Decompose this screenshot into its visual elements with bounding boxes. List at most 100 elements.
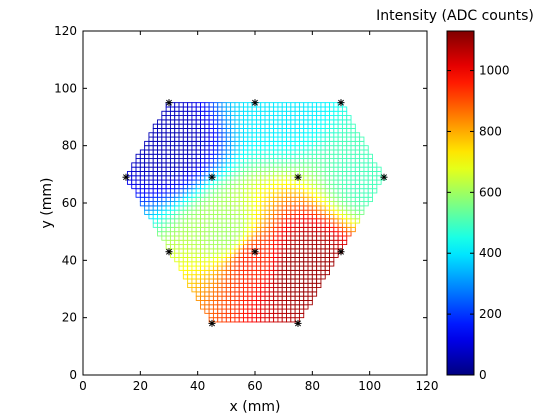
heatmap-cell xyxy=(260,158,266,164)
heatmap-cell xyxy=(286,183,292,190)
heatmap-cell xyxy=(195,149,201,155)
heatmap-cell xyxy=(230,166,236,172)
heatmap-cell xyxy=(294,209,300,215)
heatmap-cell xyxy=(169,128,176,134)
heatmap-cell xyxy=(294,218,300,224)
heatmap-cell xyxy=(354,162,361,168)
heatmap-cell xyxy=(359,162,365,168)
heatmap-cell xyxy=(221,123,227,129)
heatmap-cell xyxy=(212,282,219,289)
heatmap-cell xyxy=(234,119,240,125)
heatmap-cell xyxy=(281,308,287,314)
heatmap-cell xyxy=(139,196,146,203)
heatmap-cell xyxy=(144,209,150,215)
heatmap-cell xyxy=(255,265,262,271)
heatmap-cell xyxy=(260,295,266,301)
heatmap-cell xyxy=(277,196,283,203)
heatmap-cell xyxy=(255,106,262,112)
heatmap-cell xyxy=(247,239,253,246)
heatmap-cell xyxy=(247,166,253,172)
heatmap-cell xyxy=(346,201,352,207)
heatmap-cell xyxy=(169,166,176,172)
heatmap-cell xyxy=(243,222,249,228)
heatmap-cell xyxy=(182,226,189,233)
heatmap-cell xyxy=(247,102,253,108)
heatmap-cell xyxy=(238,261,244,267)
heatmap-cell xyxy=(212,261,219,267)
heatmap-cell xyxy=(234,128,240,134)
heatmap-cell xyxy=(337,140,343,147)
heatmap-cell xyxy=(294,261,300,267)
heatmap-cell xyxy=(161,149,167,155)
heatmap-cell xyxy=(303,214,309,220)
heatmap-cell xyxy=(200,201,206,207)
heatmap-cell xyxy=(255,183,262,190)
heatmap-cell xyxy=(307,248,313,254)
heatmap-cell xyxy=(341,128,348,134)
heatmap-cell xyxy=(255,317,262,323)
heatmap-cell xyxy=(238,274,244,280)
heatmap-cell xyxy=(221,175,227,181)
heatmap-cell xyxy=(350,136,356,142)
heatmap-cell xyxy=(316,145,322,151)
heatmap-cell xyxy=(195,295,201,301)
heatmap-cell xyxy=(255,300,262,306)
heatmap-cell xyxy=(255,145,262,151)
heatmap-cell xyxy=(234,231,240,237)
heatmap-cell xyxy=(234,171,240,177)
heatmap-cell xyxy=(174,153,180,160)
heatmap-cell xyxy=(286,145,292,151)
heatmap-cell xyxy=(195,102,201,108)
heatmap-cell xyxy=(298,128,305,134)
heatmap-cell xyxy=(161,175,167,181)
heatmap-cell xyxy=(238,149,244,155)
heatmap-cell xyxy=(208,106,214,112)
heatmap-cell xyxy=(208,153,214,160)
heatmap-cell xyxy=(290,179,296,185)
heatmap-cell xyxy=(221,231,227,237)
heatmap-cell xyxy=(204,132,210,138)
heatmap-cell xyxy=(324,222,330,228)
heatmap-cell xyxy=(234,140,240,147)
heatmap-cell xyxy=(195,248,201,254)
heatmap-cell xyxy=(217,317,223,323)
heatmap-cell xyxy=(294,179,300,185)
heatmap-cell xyxy=(255,128,262,134)
heatmap-cell xyxy=(131,166,137,172)
sensor-marker xyxy=(251,248,259,256)
heatmap-cell xyxy=(225,115,232,121)
heatmap-cell xyxy=(217,123,223,129)
heatmap-cell xyxy=(286,166,292,172)
heatmap-cell xyxy=(363,158,369,164)
heatmap-cell xyxy=(350,201,356,207)
heatmap-cell xyxy=(247,308,253,314)
heatmap-cell xyxy=(337,188,343,194)
heatmap-cell xyxy=(329,128,335,134)
heatmap-cell xyxy=(208,300,214,306)
heatmap-cell xyxy=(251,261,257,267)
heatmap-cell xyxy=(139,183,146,190)
heatmap-cell xyxy=(333,175,339,181)
heatmap-cell xyxy=(139,158,146,164)
heatmap-cell xyxy=(350,149,356,155)
heatmap-cell xyxy=(298,312,305,319)
heatmap-cell xyxy=(169,179,176,185)
heatmap-cell xyxy=(212,183,219,190)
heatmap-cell xyxy=(161,226,167,233)
x-tick-label: 80 xyxy=(305,379,320,393)
y-tick-label: 80 xyxy=(62,139,77,153)
heatmap-cell xyxy=(234,102,240,108)
heatmap-cell xyxy=(294,158,300,164)
heatmap-cell xyxy=(346,222,352,228)
heatmap-cell xyxy=(238,110,244,117)
heatmap-cell xyxy=(204,274,210,280)
heatmap-cell xyxy=(307,222,313,228)
heatmap-cell xyxy=(212,269,219,276)
heatmap-cell xyxy=(174,257,180,263)
heatmap-cell xyxy=(337,235,343,241)
heatmap-cell xyxy=(341,119,348,125)
heatmap-cell xyxy=(333,149,339,155)
heatmap-cell xyxy=(341,222,348,228)
heatmap-cell xyxy=(260,192,266,198)
heatmap-cell xyxy=(225,158,232,164)
